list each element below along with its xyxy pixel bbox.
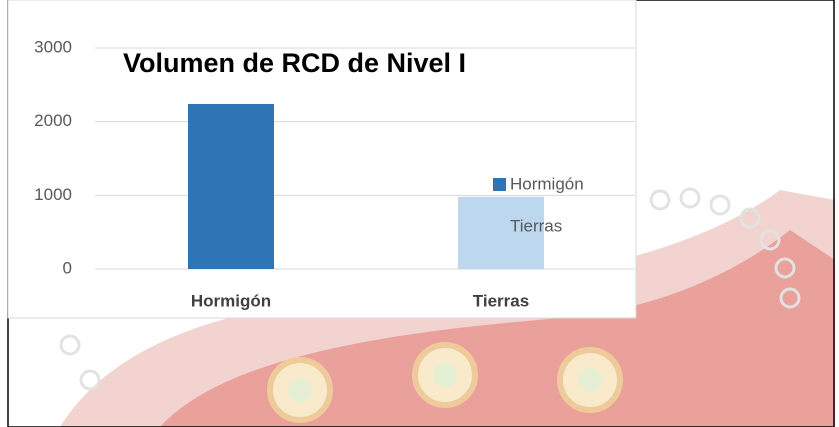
x-tick-label: Tierras: [473, 291, 529, 310]
x-tick-label: Hormigón: [191, 291, 271, 310]
y-tick-label: 2000: [34, 111, 72, 130]
chart-title: Volumen de RCD de Nivel I: [123, 48, 466, 78]
bar: [188, 104, 274, 269]
page: Volumen de RCD de Nivel I 0 1000 2000 3000 H…: [0, 0, 839, 427]
y-tick-label: 0: [63, 258, 72, 277]
chart: Volumen de RCD de Nivel I 0 1000 2000 3000 H…: [0, 0, 839, 427]
legend-swatch: [493, 178, 506, 191]
legend-label: Tierras: [510, 216, 562, 235]
y-tick-label: 1000: [34, 185, 72, 204]
legend-label: Hormigón: [510, 174, 584, 193]
legend-swatch: [493, 220, 506, 233]
y-tick-label: 3000: [34, 37, 72, 56]
